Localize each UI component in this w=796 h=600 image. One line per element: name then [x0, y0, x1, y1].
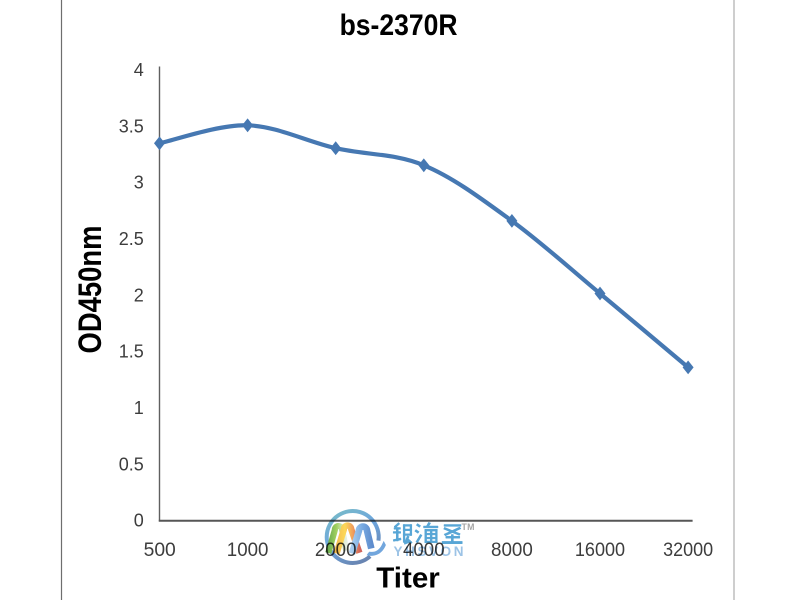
svg-text:1000: 1000 — [227, 540, 269, 561]
svg-text:YHSVON: YHSVON — [394, 544, 467, 559]
svg-text:32000: 32000 — [663, 540, 713, 561]
svg-text:500: 500 — [144, 540, 176, 561]
svg-text:3: 3 — [134, 173, 144, 193]
svg-text:TM: TM — [462, 522, 475, 532]
svg-text:4000: 4000 — [403, 540, 445, 561]
svg-text:2: 2 — [134, 285, 144, 305]
svg-text:Titer: Titer — [376, 563, 440, 595]
svg-text:0: 0 — [134, 511, 144, 531]
svg-text:2.5: 2.5 — [119, 229, 144, 249]
svg-text:3.5: 3.5 — [119, 116, 144, 136]
svg-text:1.5: 1.5 — [119, 342, 144, 362]
svg-text:bs-2370R: bs-2370R — [340, 9, 458, 42]
svg-text:8000: 8000 — [491, 540, 533, 561]
svg-text:4: 4 — [134, 60, 144, 80]
svg-text:0.5: 0.5 — [119, 454, 144, 474]
svg-text:1: 1 — [134, 398, 144, 418]
svg-text:OD450nm: OD450nm — [73, 226, 108, 354]
svg-text:16000: 16000 — [575, 540, 625, 561]
